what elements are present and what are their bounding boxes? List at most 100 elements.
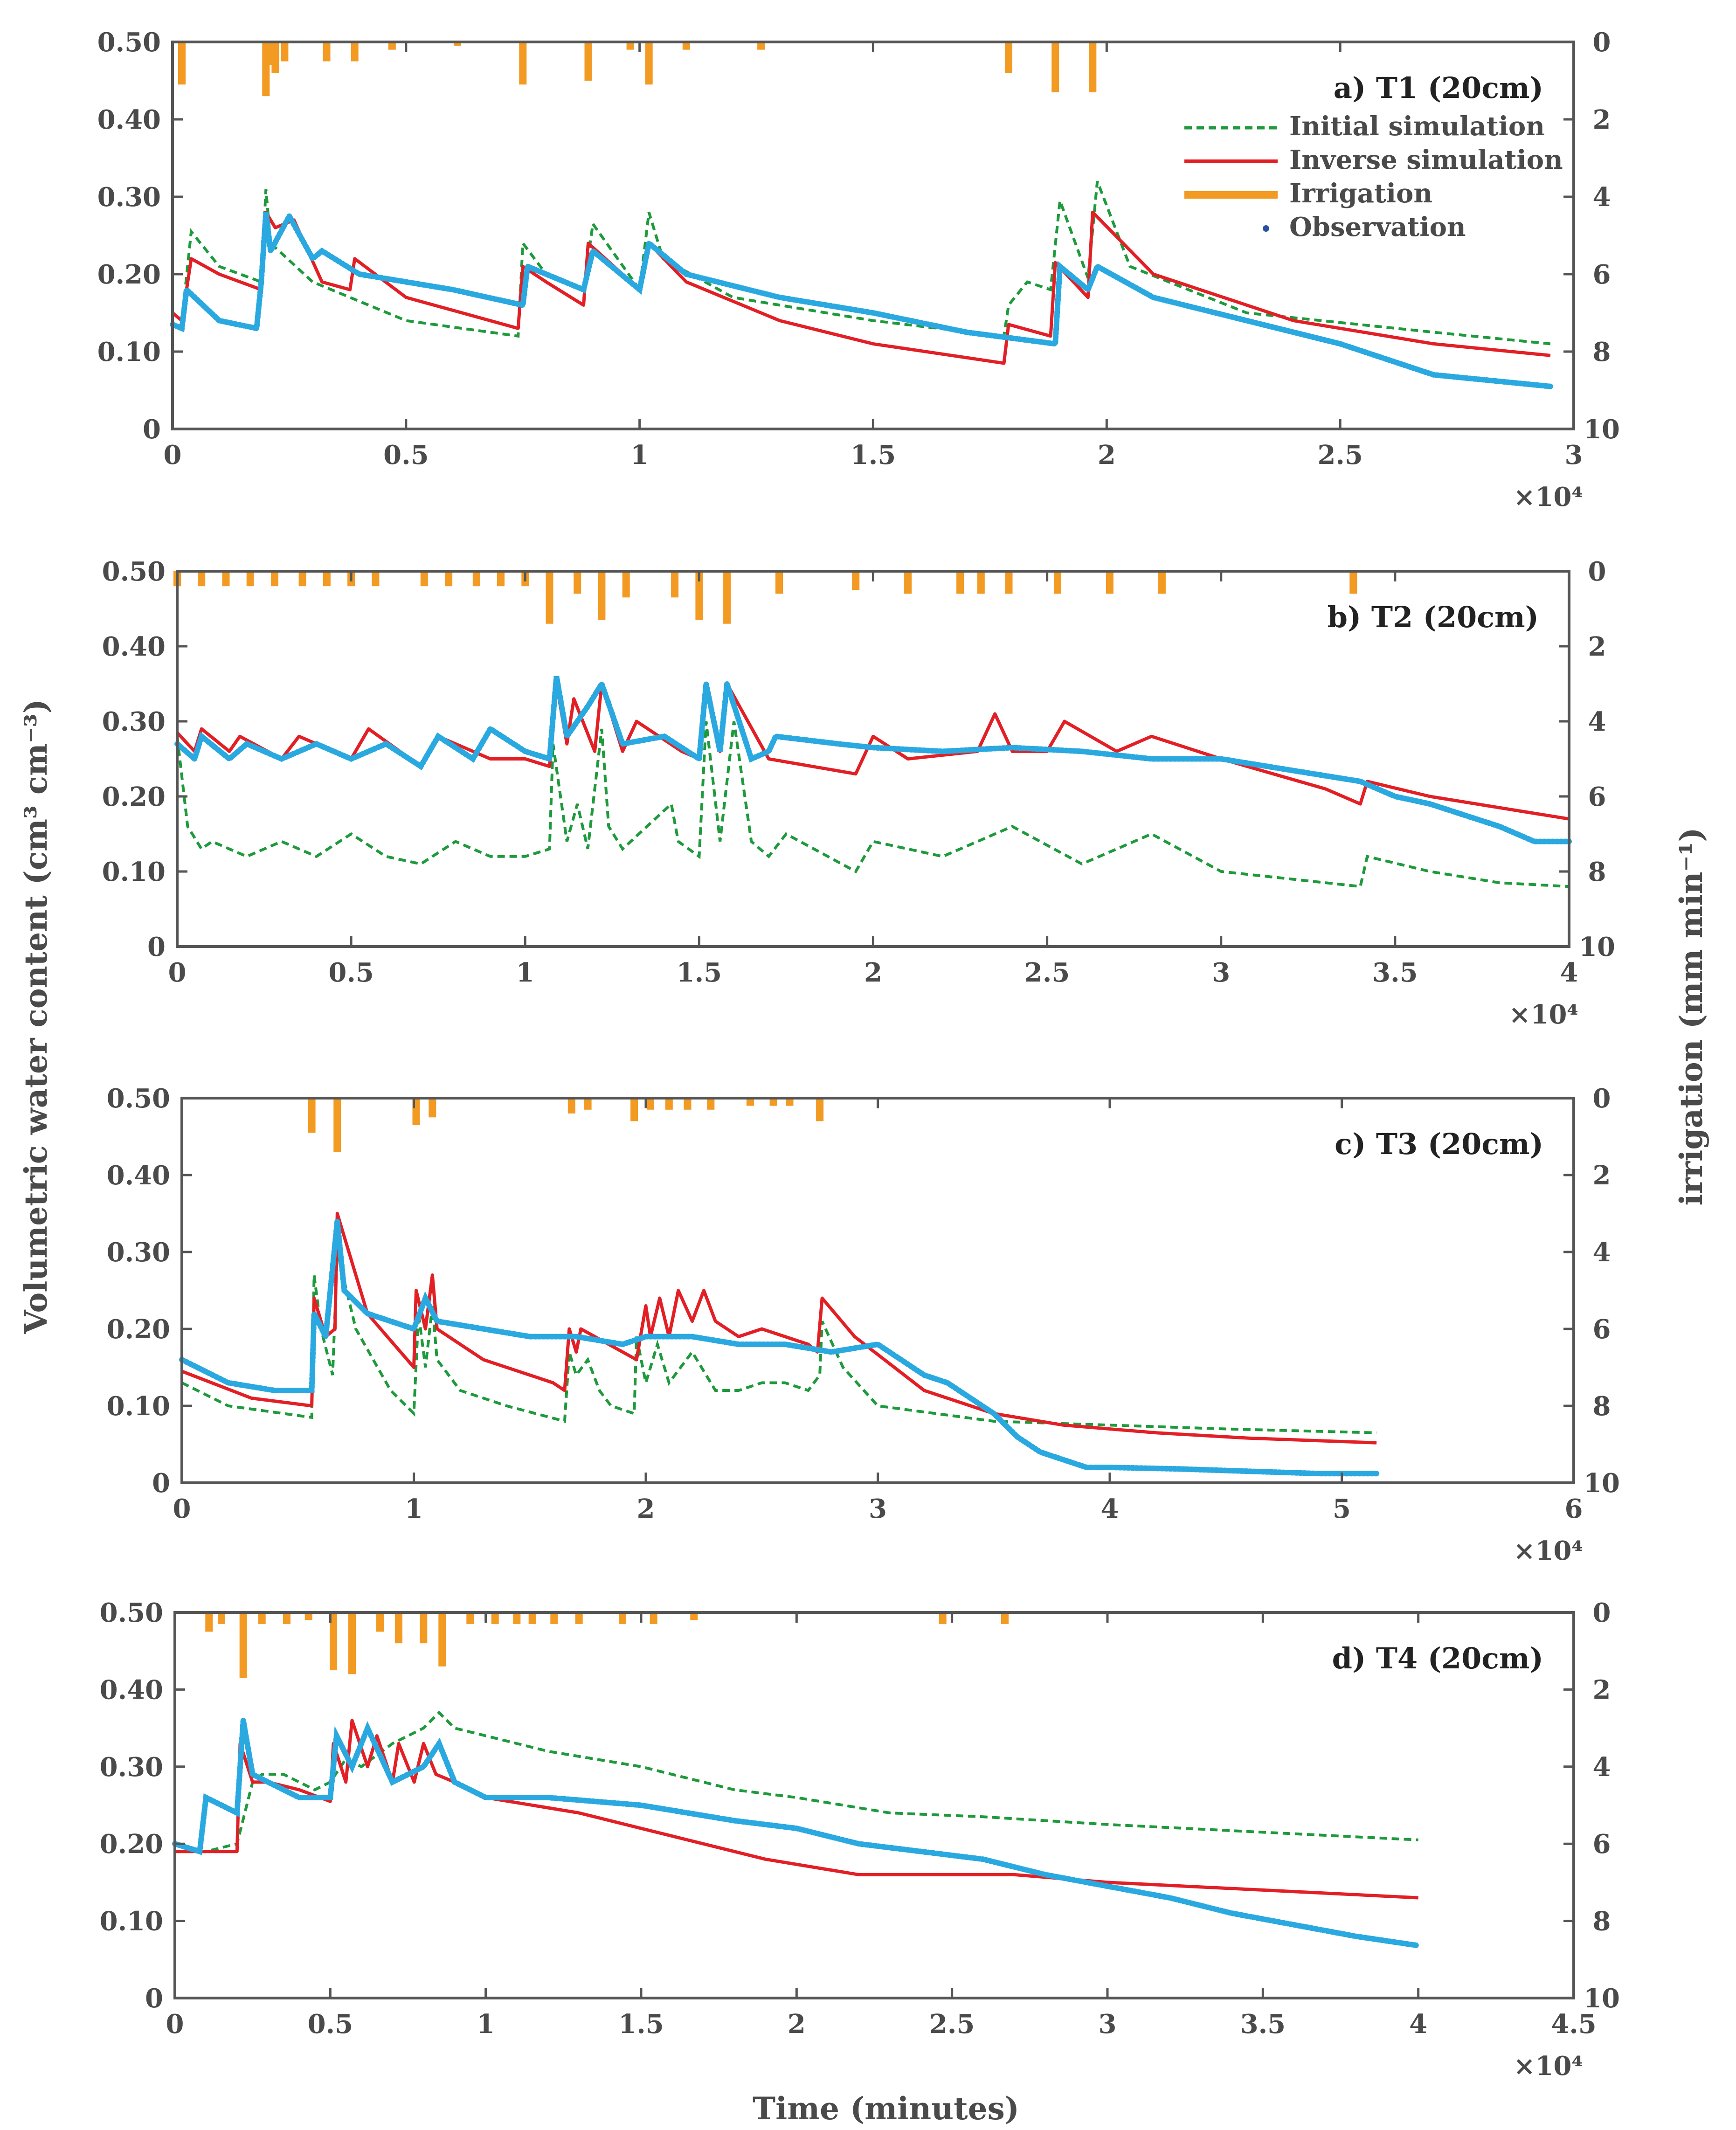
irrigation-bar	[519, 42, 527, 85]
irrigation-bar	[939, 1612, 947, 1624]
x-tick-label: 2.5	[929, 2009, 975, 2040]
y-tick-label: 0.20	[100, 1829, 163, 1860]
irrigation-bar	[690, 1612, 698, 1620]
plot-frame	[173, 1611, 1575, 1999]
irrigation-bar	[528, 1612, 536, 1624]
x-tick-label: 4	[1409, 2009, 1427, 2040]
irrigation-bar	[1001, 1612, 1009, 1624]
irrigation-bar	[1089, 42, 1097, 92]
irrigation-bar	[246, 571, 254, 587]
irrigation-bar	[574, 571, 581, 594]
x-tick-label: 0.5	[308, 2009, 353, 2040]
y2-tick-label: 6	[1588, 781, 1606, 812]
y2-tick-label: 10	[1579, 932, 1615, 962]
x-tick-label: 4.5	[1551, 2009, 1596, 2040]
y-axis-right-title: irrigation (mm min⁻¹)	[1673, 828, 1709, 1206]
x-tick-label: 2	[637, 1494, 655, 1524]
irrigation-bar	[852, 571, 860, 590]
irrigation-bar	[904, 571, 912, 594]
y2-tick-label: 0	[1593, 1598, 1611, 1628]
x-tick-label: 2	[864, 957, 882, 988]
irrigation-bar	[630, 1098, 638, 1121]
y-tick-label: 0.50	[100, 1598, 163, 1628]
irrigation-bar	[218, 1612, 225, 1624]
irrigation-bar	[584, 42, 592, 81]
panel-2: 0 0.5 1 1.5 2 2.5 3 3.5 4 0 0.10 0.20 0.30 0.40 0.50 0 2…	[102, 556, 1615, 1030]
y-axis-left-title: Volumetric water content (cm³ cm⁻³)	[18, 699, 54, 1335]
x-tick-label: 1.5	[618, 2009, 664, 2040]
series-initial-simulation	[175, 1710, 1418, 1853]
irrigation-bar	[298, 571, 306, 587]
irrigation-bar	[1054, 571, 1061, 594]
legend-item-irrigation: Irrigation	[1184, 178, 1432, 209]
y-tick-label: 0.50	[107, 1083, 170, 1114]
panel-3: 0 1 2 3 4 5 6 0 0.10 0.20 0.30 0.40 0.50 0 2 4 6 8 10 ×10⁴ c…	[107, 1083, 1620, 1566]
irrigation-bar	[491, 1612, 499, 1624]
irrigation-bar	[1005, 42, 1012, 73]
y2-tick-label: 2	[1588, 631, 1606, 662]
x-tick-label: 6	[1565, 1494, 1583, 1524]
y-tick-label: 0	[152, 1468, 170, 1499]
y-tick-label: 0	[145, 1983, 163, 2014]
irrigation-bar	[584, 1098, 592, 1110]
y-tick-label: 0.40	[97, 104, 161, 135]
x-tick-label: 1	[477, 2009, 495, 2040]
y2-tick-label: 6	[1593, 1314, 1611, 1345]
irrigation-bar	[308, 1098, 316, 1133]
irrigation-bar	[567, 1098, 575, 1113]
x-tick-label: 0	[173, 1494, 191, 1524]
legend-label: Irrigation	[1289, 178, 1432, 209]
irrigation-bar	[372, 571, 380, 587]
irrigation-bar	[438, 1612, 446, 1667]
x-axis-title: Time (minutes)	[753, 2090, 1019, 2127]
y2-tick-label: 4	[1593, 1752, 1611, 1783]
y-tick-label: 0.40	[102, 631, 166, 662]
x-tick-label: 3.5	[1372, 957, 1418, 988]
irrigation-bar	[626, 42, 634, 50]
irrigation-bar	[323, 42, 331, 62]
irrigation-bar	[222, 571, 230, 587]
irrigation-bar	[420, 571, 428, 587]
irrigation-bar	[198, 571, 206, 587]
irrigation-bar	[205, 1612, 213, 1632]
irrigation-bar	[1106, 571, 1114, 594]
irrigation-bar	[757, 42, 765, 50]
y2-tick-label: 0	[1593, 27, 1611, 58]
irrigation-bar	[271, 42, 279, 73]
x-tick-label: 1.5	[677, 957, 722, 988]
x-tick-label: 2	[788, 2009, 806, 2040]
irrigation-bar	[239, 1612, 247, 1678]
irrigation-bar	[707, 1098, 715, 1110]
series-observation	[174, 676, 1572, 844]
legend-item-inverse: Inverse simulation	[1184, 145, 1563, 175]
legend-item-observation: Observation	[1263, 212, 1466, 242]
y-tick-label: 0.50	[97, 27, 161, 58]
irrigation-bar	[472, 571, 480, 587]
y2-tick-label: 8	[1593, 337, 1611, 367]
irrigation-bar	[348, 1612, 356, 1674]
irrigation-bar	[550, 1612, 558, 1624]
series-inverse-simulation	[181, 1212, 1377, 1445]
irrigation-bar	[746, 1098, 754, 1106]
legend-label: Inverse simulation	[1289, 145, 1563, 175]
irrigation-bar	[816, 1098, 824, 1121]
y-tick-label: 0.30	[107, 1237, 170, 1268]
irrigation-bar	[513, 1612, 521, 1624]
irrigation-bar	[665, 1098, 673, 1110]
irrigation-bar	[281, 42, 289, 62]
irrigation-bar	[351, 42, 359, 62]
x-tick-label: 4	[1101, 1494, 1119, 1524]
y-tick-label: 0	[147, 932, 166, 962]
irrigation-bar	[977, 571, 985, 594]
irrigation-bar	[575, 1612, 583, 1624]
x-tick-label: 2	[1098, 440, 1116, 470]
series-initial-simulation	[176, 721, 1570, 888]
series-observation	[179, 1221, 1380, 1477]
y-tick-label: 0.50	[102, 556, 166, 587]
panels: 0 0.5 1 1.5 2 2.5 300.100.200.300.400.50 024681…	[97, 27, 1620, 2082]
panel-1: 0 0.5 1 1.5 2 2.5 3 0 0.10 0.20 0.30 0.40 0.50 0 2 4 6 8 1…	[97, 27, 1620, 512]
y-tick-label: 0.30	[102, 706, 166, 737]
y2-tick-label: 2	[1593, 1160, 1611, 1191]
irrigation-bar	[1349, 571, 1357, 594]
x-multiplier-label: ×10⁴	[1514, 482, 1583, 512]
